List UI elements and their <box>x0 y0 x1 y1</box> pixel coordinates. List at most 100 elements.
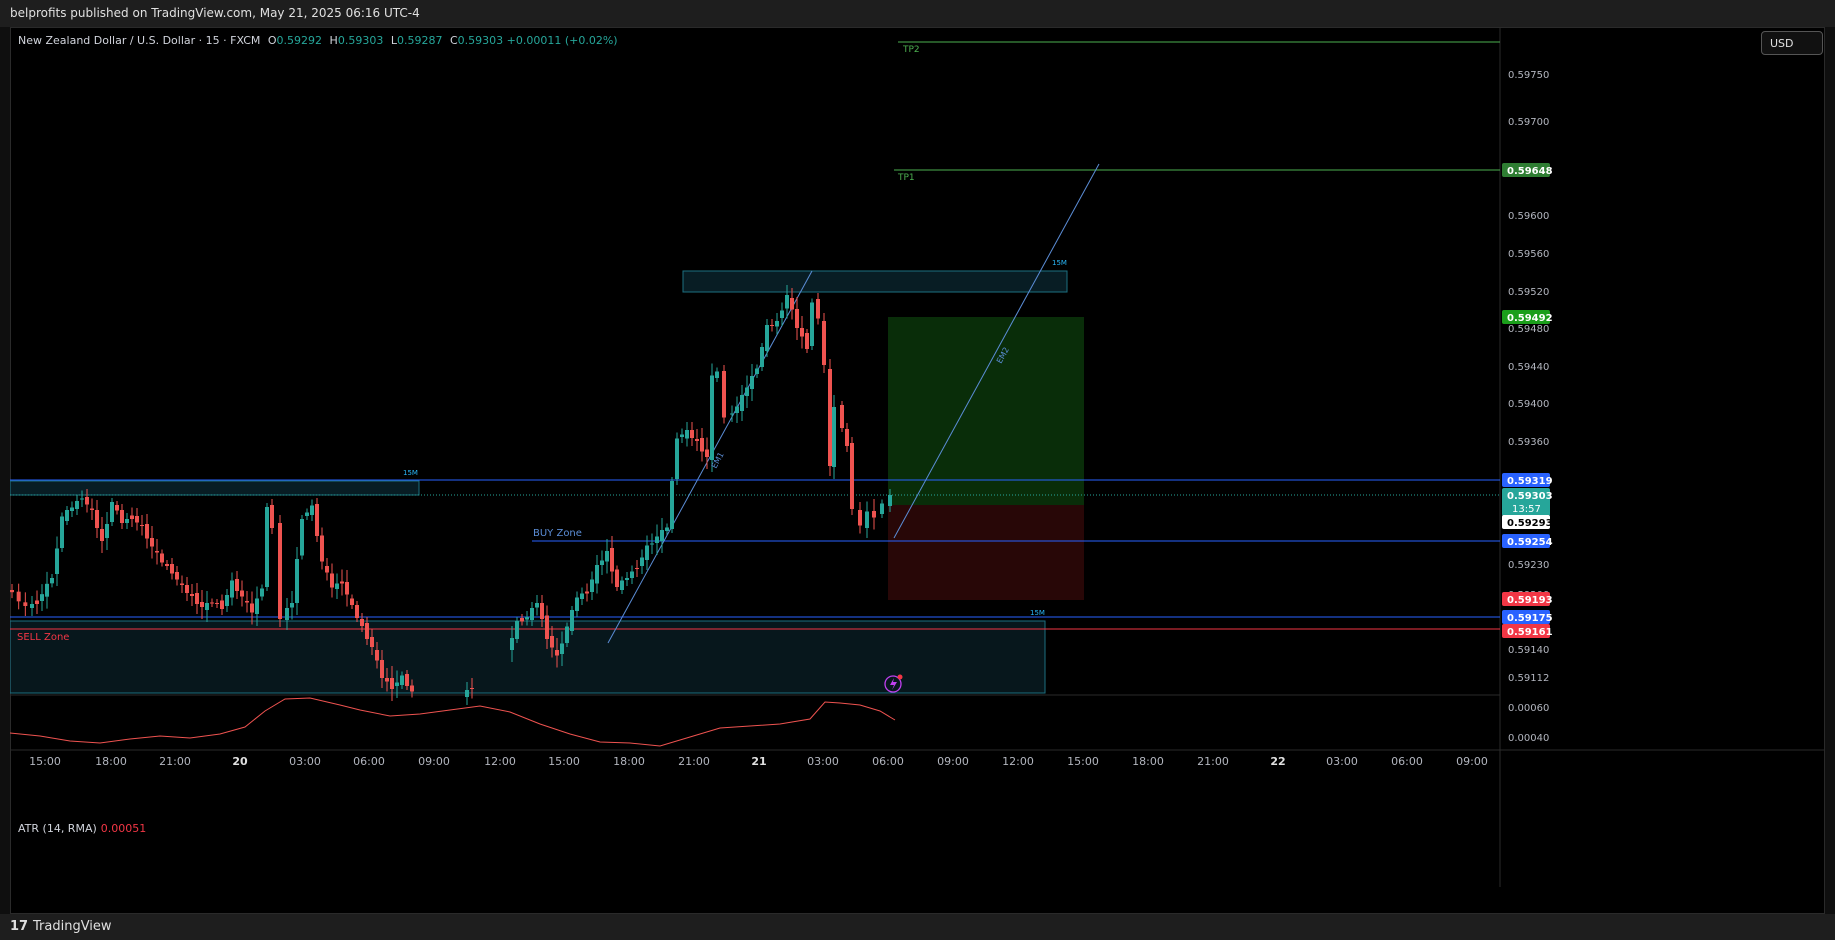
candle-body <box>245 601 249 603</box>
tradingview-logo-icon: 17 <box>10 919 29 934</box>
time-axis[interactable]: 15:00 18:00 21:00 20 03:00 06:00 09:00 12:00 15:… <box>29 755 1488 768</box>
time-tick: 21:00 <box>678 755 710 768</box>
candle-body <box>115 505 119 511</box>
price-badge <box>1502 592 1550 606</box>
candle-body <box>600 560 604 565</box>
atr-value: 0.00051 <box>100 822 147 835</box>
alert-icon[interactable] <box>884 674 903 693</box>
candle-body <box>888 495 892 506</box>
candle-body <box>865 511 869 528</box>
price-badge-value: 0.59492 <box>1507 313 1553 324</box>
supply-zone-15m-top[interactable] <box>682 270 1068 293</box>
candle-body <box>520 618 524 622</box>
candle-body <box>230 580 234 598</box>
candle-body <box>405 674 409 686</box>
price-badge <box>1502 610 1550 624</box>
position-loss-area[interactable] <box>888 505 1084 600</box>
symbol-name: New Zealand Dollar / U.S. Dollar · 15 · … <box>18 34 261 47</box>
candle-body <box>390 678 394 689</box>
resistance-zone-15m[interactable] <box>10 480 420 496</box>
candle-body <box>775 321 779 327</box>
footer-brand: TradingView <box>33 919 112 934</box>
atr-legend[interactable]: ATR (14, RMA) 0.00051 <box>18 822 146 835</box>
candle-body <box>310 505 314 515</box>
symbol-legend[interactable]: New Zealand Dollar / U.S. Dollar · 15 · … <box>18 34 618 47</box>
candle-body <box>135 516 139 523</box>
candle-body <box>790 298 794 310</box>
candle-body <box>165 564 169 566</box>
time-tick: 21:00 <box>1197 755 1229 768</box>
candle-body <box>145 524 149 539</box>
candle-body <box>595 565 599 584</box>
candle-body <box>190 594 194 596</box>
publish-line: belprofits published on TradingView.com,… <box>10 6 420 20</box>
candle-body <box>650 543 654 545</box>
change-value: +0.00011 (+0.02%) <box>506 34 618 47</box>
time-tick: 09:00 <box>418 755 450 768</box>
price-badge <box>1502 473 1550 487</box>
price-badge <box>1502 624 1550 638</box>
trendline-em2[interactable] <box>893 163 1100 539</box>
low-value: 0.59287 <box>396 34 443 47</box>
time-tick: 12:00 <box>484 755 516 768</box>
time-tick: 21 <box>751 755 766 768</box>
time-tick: 15:00 <box>1067 755 1099 768</box>
candle-body <box>365 623 369 639</box>
candle-body <box>755 368 759 374</box>
candle-body <box>795 309 799 328</box>
candle-body <box>270 505 274 528</box>
footer: 17 TradingView <box>0 914 1835 940</box>
currency-button[interactable]: USD <box>1761 31 1823 55</box>
candle-body <box>655 536 659 543</box>
candle-body <box>370 637 374 647</box>
candle-body <box>278 523 282 619</box>
candle-body <box>700 438 704 452</box>
candle-body <box>50 578 54 584</box>
candle-body <box>715 371 719 378</box>
time-tick: 12:00 <box>1002 755 1034 768</box>
candle-body <box>290 603 294 608</box>
candle-body <box>195 593 199 604</box>
price-badge-value: 0.59648 <box>1507 166 1553 177</box>
time-tick: 09:00 <box>1456 755 1488 768</box>
candle-body <box>620 580 624 590</box>
candle-body <box>345 582 349 595</box>
candle-body <box>525 617 529 620</box>
candle-body <box>535 603 539 608</box>
candle-body <box>130 515 134 519</box>
candle-body <box>735 406 739 413</box>
price-badges: 0.59648 0.59492 0.59319 0.59303 13:57 0.59293… <box>1502 163 1553 638</box>
candle-body <box>810 302 814 346</box>
candle-body <box>90 508 94 510</box>
candle-body <box>75 501 79 509</box>
candle-body <box>858 510 862 526</box>
candle-body <box>565 626 569 643</box>
candle-body <box>665 527 669 531</box>
candle-body <box>225 595 229 606</box>
candle-body <box>780 310 784 318</box>
time-tick: 03:00 <box>807 755 839 768</box>
price-chart[interactable]: TP2 TP1 BUY Zone SELL Zone 15M 15M 15M E… <box>10 27 1825 914</box>
time-tick: 20 <box>232 755 248 768</box>
position-profit-area[interactable] <box>888 317 1084 505</box>
atr-line <box>10 697 896 747</box>
tf-label-bottom: 15M <box>1030 609 1045 617</box>
candle-body <box>675 438 679 479</box>
price-tick: 0.59750 <box>1508 70 1549 81</box>
candle-body <box>95 510 99 528</box>
candle-body <box>850 443 854 509</box>
price-badge-value: 0.59293 <box>1507 518 1553 529</box>
candle-body <box>220 600 224 609</box>
price-axis[interactable]: 0.59750 0.59700 0.59600 0.59560 0.59520 0.594… <box>1508 70 1549 684</box>
price-badge-value: 0.59161 <box>1507 627 1553 638</box>
candle-body <box>750 376 754 389</box>
sell-zone-box[interactable] <box>10 620 1046 694</box>
price-tick: 0.59560 <box>1508 249 1549 260</box>
price-badge-value: 0.59193 <box>1507 595 1553 606</box>
candle-body <box>150 538 154 547</box>
atr-tick-2: 0.00040 <box>1508 733 1549 744</box>
candle-body <box>575 597 579 611</box>
price-tick: 0.59140 <box>1508 645 1549 656</box>
time-tick: 03:00 <box>289 755 321 768</box>
candle-body <box>70 507 74 511</box>
